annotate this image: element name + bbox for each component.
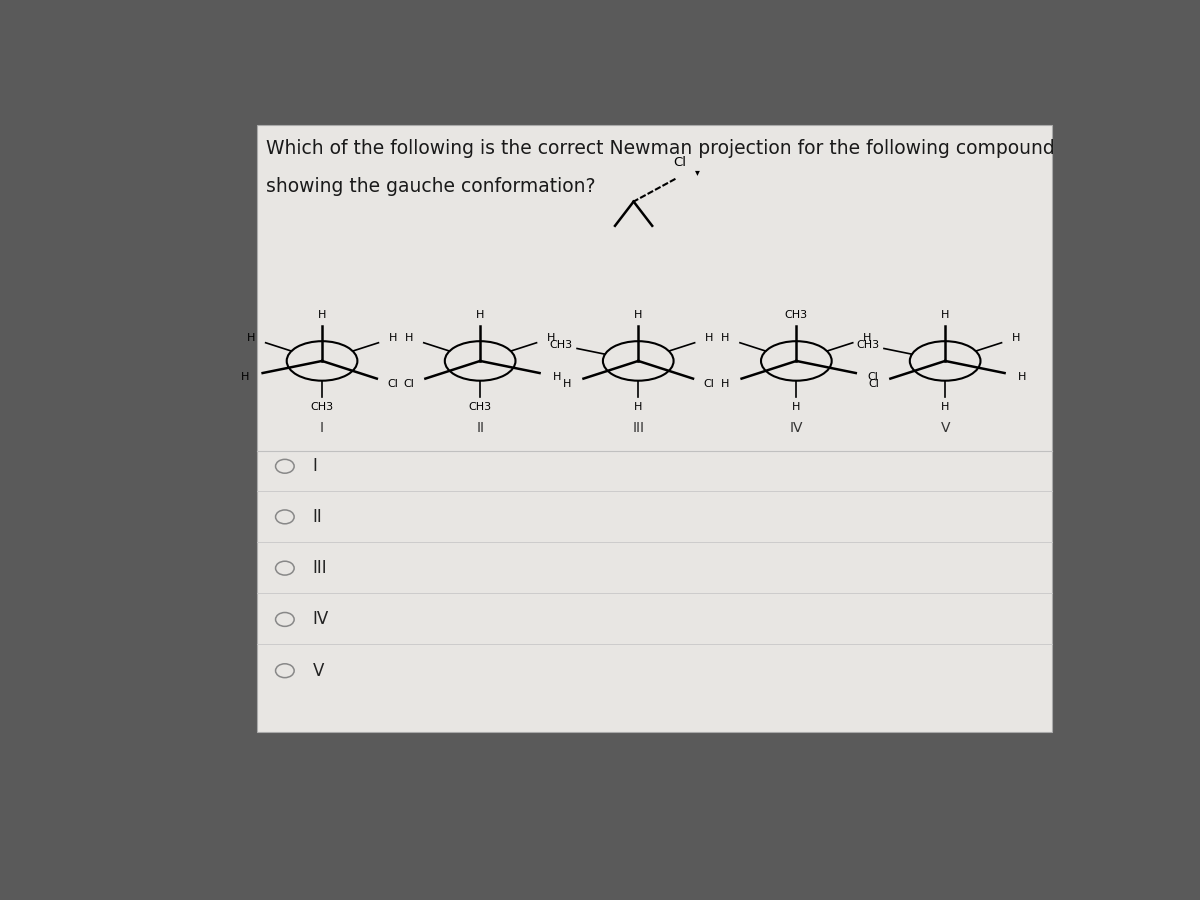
Text: II: II <box>313 508 323 526</box>
Text: CH3: CH3 <box>468 401 492 411</box>
Text: CH3: CH3 <box>785 310 808 320</box>
Text: H: H <box>476 310 485 320</box>
Text: V: V <box>941 421 950 435</box>
Text: Cl: Cl <box>703 379 714 389</box>
Text: H: H <box>241 372 250 382</box>
Text: IV: IV <box>790 421 803 435</box>
Text: IV: IV <box>313 610 329 628</box>
Text: III: III <box>632 421 644 435</box>
Text: CH3: CH3 <box>857 340 880 350</box>
Text: H: H <box>634 401 642 411</box>
Text: H: H <box>406 333 414 343</box>
Text: H: H <box>247 333 256 343</box>
Text: H: H <box>634 310 642 320</box>
Text: I: I <box>313 457 318 475</box>
Text: Cl: Cl <box>868 372 878 382</box>
Text: H: H <box>721 379 730 389</box>
Text: H: H <box>389 333 397 343</box>
Text: H: H <box>547 333 556 343</box>
Text: V: V <box>313 662 324 680</box>
Text: H: H <box>863 333 871 343</box>
Text: H: H <box>721 333 730 343</box>
Text: Cl: Cl <box>404 379 415 389</box>
Text: Cl: Cl <box>673 156 686 169</box>
Text: H: H <box>1018 372 1026 382</box>
Text: H: H <box>553 372 562 382</box>
Text: H: H <box>704 333 713 343</box>
Text: I: I <box>320 421 324 435</box>
Text: Which of the following is the correct Newman projection for the following compou: Which of the following is the correct Ne… <box>266 140 1055 158</box>
Text: H: H <box>563 379 571 389</box>
Text: H: H <box>1012 333 1020 343</box>
Text: Cl: Cl <box>869 379 880 389</box>
FancyBboxPatch shape <box>257 125 1052 732</box>
Text: ▾: ▾ <box>695 166 700 176</box>
Text: II: II <box>476 421 484 435</box>
Text: CH3: CH3 <box>311 401 334 411</box>
Text: H: H <box>792 401 800 411</box>
Text: Cl: Cl <box>388 379 398 389</box>
Text: CH3: CH3 <box>550 340 572 350</box>
Text: H: H <box>318 310 326 320</box>
Text: III: III <box>313 559 328 577</box>
Text: H: H <box>941 310 949 320</box>
Text: H: H <box>941 401 949 411</box>
Text: showing the gauche conformation?: showing the gauche conformation? <box>266 177 595 196</box>
